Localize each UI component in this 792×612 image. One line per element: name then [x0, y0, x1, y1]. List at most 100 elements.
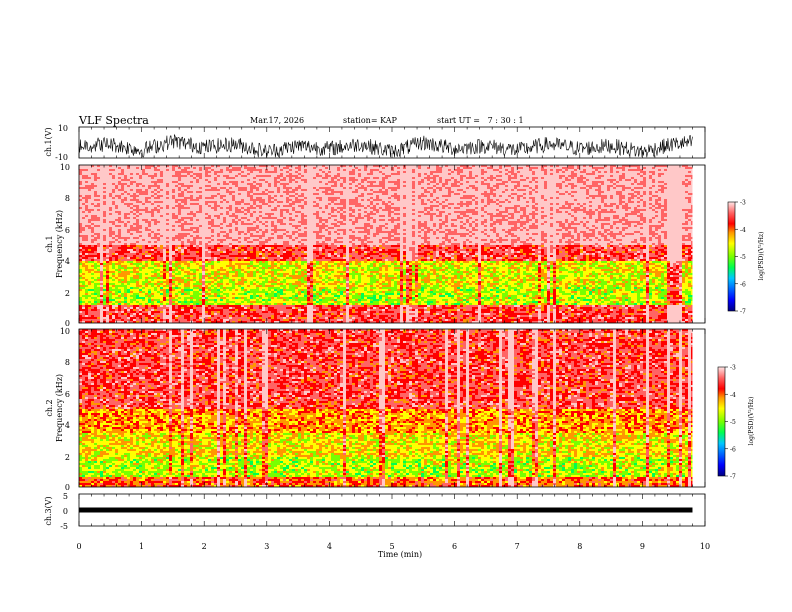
spectrogram-cell	[682, 173, 685, 175]
spectrogram-cell	[256, 183, 259, 185]
spectrogram-cell	[157, 189, 160, 191]
spectrogram-cell	[682, 175, 685, 177]
spectrogram-cell	[616, 169, 619, 171]
spectrogram-cell	[547, 211, 550, 213]
spectrogram-cell	[100, 179, 103, 181]
spectrogram-cell	[685, 187, 688, 189]
spectrogram-cell	[82, 185, 85, 187]
spectrogram-cell	[571, 191, 574, 193]
spectrogram-cell	[88, 197, 91, 199]
spectrogram-cell	[670, 177, 673, 179]
spectrogram-cell	[481, 185, 484, 187]
spectrogram-cell	[382, 193, 385, 195]
spectrogram-cell	[532, 205, 535, 207]
spectrogram-cell	[124, 211, 127, 213]
spectrogram-cell	[247, 193, 250, 195]
spectrogram-cell	[466, 183, 469, 185]
spectrogram-cell	[172, 189, 175, 191]
spectrogram-cell	[370, 197, 373, 199]
spectrogram-cell	[658, 175, 661, 177]
spectrogram-cell	[160, 171, 163, 173]
spectrogram-cell	[523, 167, 526, 169]
spectrogram-cell	[541, 173, 544, 175]
spectrogram-cell	[283, 191, 286, 193]
spectrogram-cell	[295, 203, 298, 205]
spectrogram-cell	[349, 195, 352, 197]
spectrogram-cell	[316, 187, 319, 189]
spectrogram-cell	[313, 181, 316, 183]
spectrogram-cell	[640, 189, 643, 191]
spectrogram-cell	[331, 177, 334, 179]
spectrogram-cell	[583, 171, 586, 173]
spectrogram-cell	[547, 179, 550, 181]
spectrogram-cell	[604, 185, 607, 187]
spectrogram-cell	[520, 177, 523, 179]
spectrogram-cell	[232, 211, 235, 213]
spectrogram-cell	[556, 191, 559, 193]
spectrogram-cell	[328, 209, 331, 211]
spectrogram-cell	[178, 175, 181, 177]
spectrogram-cell	[238, 203, 241, 205]
spectrogram-cell	[532, 175, 535, 177]
spectrogram-cell	[202, 179, 205, 181]
spectrogram-cell	[367, 209, 370, 211]
spectrogram-cell	[436, 205, 439, 207]
spectrogram-cell	[133, 207, 136, 209]
spectrogram-cell	[358, 175, 361, 177]
spectrogram-cell	[367, 175, 370, 177]
spectrogram-cell	[442, 167, 445, 169]
spectrogram-cell	[430, 195, 433, 197]
spectrogram-cell	[418, 201, 421, 203]
spectrogram-cell	[361, 173, 364, 175]
spectrogram-cell	[388, 169, 391, 171]
spectrogram-cell	[247, 187, 250, 189]
spectrogram-cell	[532, 191, 535, 193]
spectrogram-cell	[418, 205, 421, 207]
spectrogram-cell	[496, 175, 499, 177]
spectrogram-cell	[181, 199, 184, 201]
spectrogram-cell	[328, 207, 331, 209]
spectrogram-cell	[658, 203, 661, 205]
spectrogram-cell	[118, 193, 121, 195]
spectrogram-cell	[475, 199, 478, 201]
spectrogram-cell	[418, 169, 421, 171]
spectrogram-cell	[136, 193, 139, 195]
spectrogram-cell	[406, 169, 409, 171]
spectrogram-cell	[121, 209, 124, 211]
spectrogram-cell	[352, 205, 355, 207]
spectrogram-cell	[442, 199, 445, 201]
spectrogram-cell	[583, 199, 586, 201]
spectrogram-cell	[109, 167, 112, 169]
spectrogram-cell	[646, 169, 649, 171]
spectrogram-cell	[196, 181, 199, 183]
spectrogram-cell	[142, 169, 145, 171]
spectrogram-cell	[196, 197, 199, 199]
spectrogram-cell	[559, 173, 562, 175]
spectrogram-cell	[397, 167, 400, 169]
spectrogram-cell	[499, 207, 502, 209]
spectrogram-cell	[670, 179, 673, 181]
spectrogram-cell	[103, 193, 106, 195]
spectrogram-cell	[298, 189, 301, 191]
spectrogram-cell	[163, 211, 166, 213]
spectrogram-cell	[637, 169, 640, 171]
spectrogram-cell	[118, 205, 121, 207]
spectrogram-cell	[85, 189, 88, 191]
spectrogram-cell	[211, 187, 214, 189]
spectrogram-cell	[532, 193, 535, 195]
spectrogram-cell	[538, 211, 541, 213]
spectrogram-cell	[547, 167, 550, 169]
spectrogram-cell	[244, 173, 247, 175]
spectrogram-cell	[421, 167, 424, 169]
spectrogram-cell	[595, 183, 598, 185]
spectrogram-cell	[358, 203, 361, 205]
spectrogram-cell	[670, 181, 673, 183]
spectrogram-cell	[409, 193, 412, 195]
spectrogram-cell	[298, 203, 301, 205]
spectrogram-cell	[169, 201, 172, 203]
spectrogram-cell	[532, 173, 535, 175]
spectrogram-cell	[241, 167, 244, 169]
spectrogram-cell	[376, 195, 379, 197]
spectrogram-cell	[127, 175, 130, 177]
spectrogram-cell	[262, 209, 265, 211]
